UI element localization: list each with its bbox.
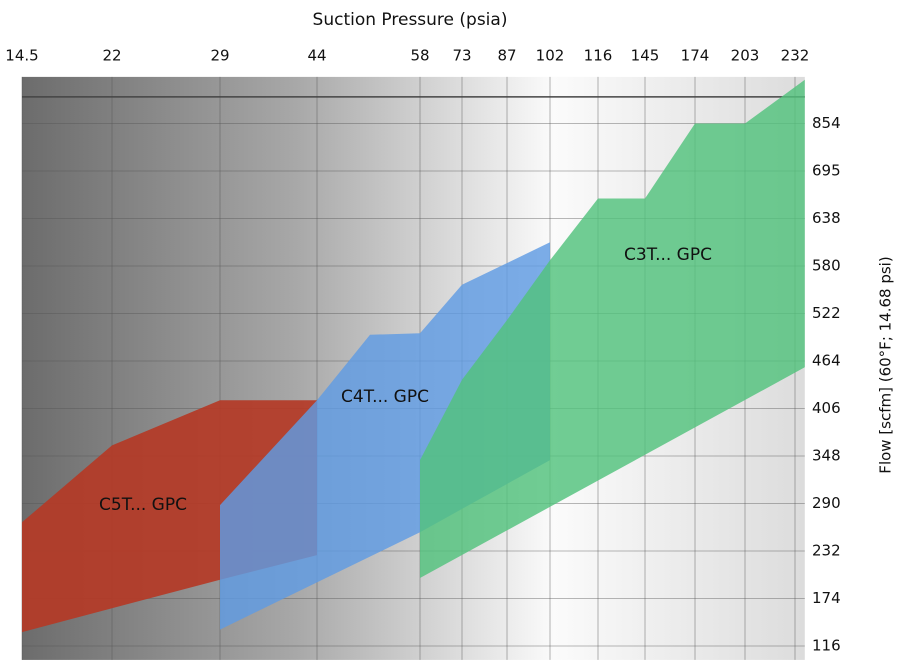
x-tick-label: 29 bbox=[210, 47, 229, 65]
region-label: C3T... GPC bbox=[624, 245, 712, 265]
region bbox=[22, 400, 317, 633]
y-tick-label: 348 bbox=[812, 447, 841, 465]
regions bbox=[22, 79, 805, 633]
x-tick-label: 14.5 bbox=[5, 47, 38, 65]
region bbox=[220, 242, 550, 630]
x-tick-label: 203 bbox=[731, 47, 760, 65]
y-tick-label: 854 bbox=[812, 114, 841, 132]
y-tick-label: 580 bbox=[812, 257, 841, 275]
y-tick-label: 174 bbox=[812, 589, 841, 607]
y-tick-label: 232 bbox=[812, 542, 841, 560]
x-tick-label: 44 bbox=[307, 47, 326, 65]
x-tick-label: 73 bbox=[452, 47, 471, 65]
x-tick-label: 58 bbox=[410, 47, 429, 65]
x-tick-label: 232 bbox=[781, 47, 810, 65]
x-tick-label: 87 bbox=[497, 47, 516, 65]
y-tick-label: 638 bbox=[812, 209, 841, 227]
y-tick-label: 406 bbox=[812, 399, 841, 417]
x-tick-label: 145 bbox=[631, 47, 660, 65]
y-tick-label: 464 bbox=[812, 352, 841, 370]
y-tick-label: 695 bbox=[812, 162, 841, 180]
x-tick-label: 116 bbox=[584, 47, 613, 65]
x-tick-label: 22 bbox=[102, 47, 121, 65]
chart-title: Suction Pressure (psia) bbox=[313, 10, 508, 30]
y-tick-label: 116 bbox=[812, 637, 841, 655]
region-label: C4T... GPC bbox=[341, 387, 429, 407]
y-axis-label: Flow [scfm] (60°F; 14.68 psi) bbox=[877, 256, 895, 473]
region bbox=[420, 79, 805, 578]
x-tick-label: 102 bbox=[536, 47, 565, 65]
y-tick-label: 290 bbox=[812, 494, 841, 512]
x-tick-label: 174 bbox=[681, 47, 710, 65]
y-tick-label: 522 bbox=[812, 304, 841, 322]
labels: 14.5 22 29 44 58 73 87 102 116 145 174 203 232 116 174… bbox=[5, 47, 840, 655]
region-label: C5T... GPC bbox=[99, 495, 187, 515]
